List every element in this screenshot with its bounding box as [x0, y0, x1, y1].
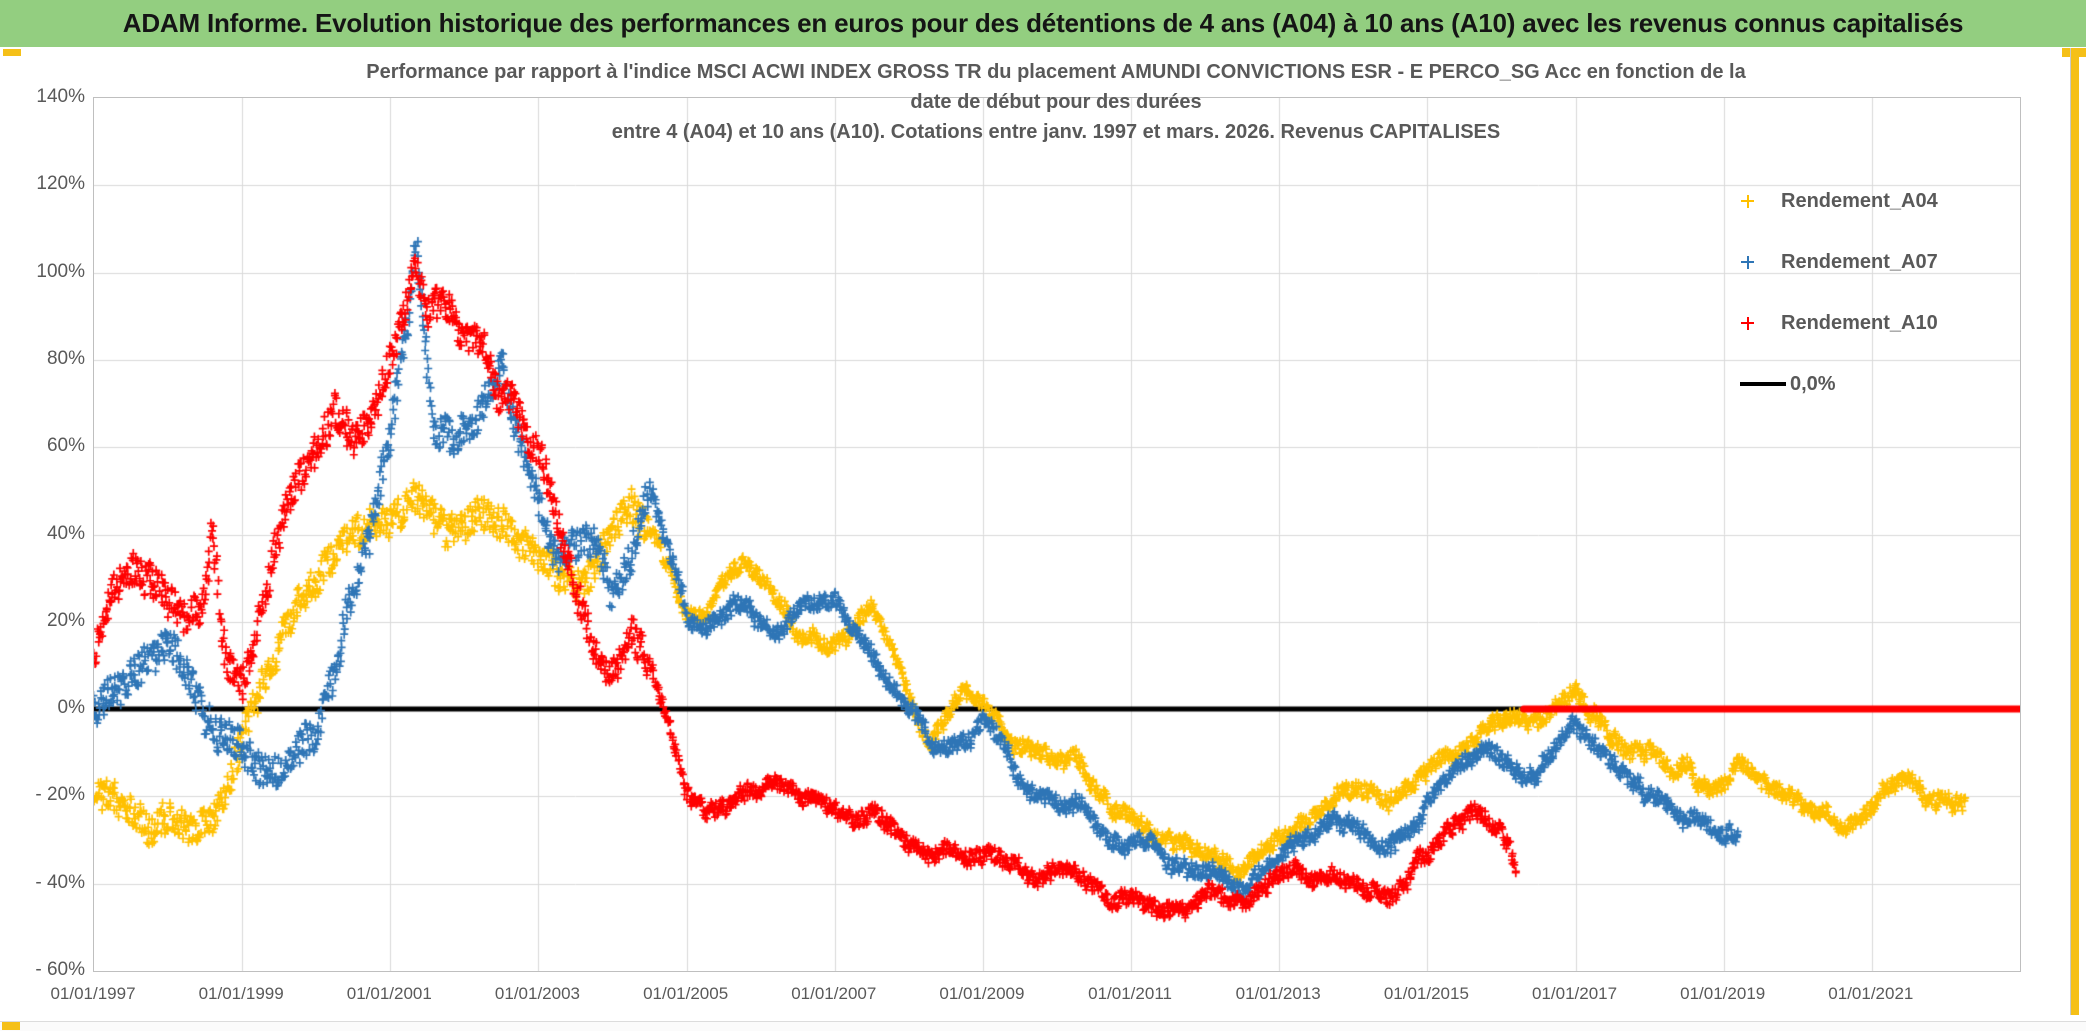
plus-marker-icon [1740, 255, 1755, 270]
gold-corner-topleft [3, 49, 21, 56]
y-axis-tick: 80% [46, 347, 85, 369]
x-axis-tick: 01/01/2017 [1531, 984, 1618, 1003]
chart-title-line-1: Performance par rapport à l'indice MSCI … [366, 61, 1746, 83]
legend-label: Rendement_A10 [1781, 311, 1938, 334]
x-axis-tick: 01/01/2011 [1088, 984, 1172, 1003]
chart-title: Performance par rapport à l'indice MSCI … [93, 57, 2019, 147]
y-axis-tick: 140% [36, 86, 85, 107]
x-axis-tick: 01/01/2009 [939, 984, 1025, 1003]
x-axis-tick: 01/01/2003 [494, 984, 580, 1003]
y-axis-tick: 0% [57, 697, 85, 719]
legend-label: 0,0% [1790, 372, 1836, 395]
x-axis-tick: 01/01/2001 [346, 984, 432, 1003]
chart-canvas[interactable] [94, 98, 2020, 971]
x-axis-tick: 01/01/2021 [1828, 984, 1914, 1003]
chart-title-line-2: date de début pour des durées [910, 91, 1202, 113]
legend-label: Rendement_A04 [1781, 189, 1938, 212]
y-axis-tick: - 60% [35, 959, 85, 980]
legend-item-rendement-a10[interactable]: Rendement_A10 [1740, 310, 1980, 336]
plus-marker-icon [1740, 194, 1755, 209]
x-axis-tick: 01/01/2013 [1235, 984, 1321, 1003]
legend-item-rendement-a04[interactable]: Rendement_A04 [1740, 188, 1980, 214]
x-axis-tick: 01/01/2019 [1680, 984, 1766, 1003]
gold-corner-bottomleft [2, 1022, 20, 1030]
y-axis-tick: 40% [46, 522, 85, 544]
gold-strip-right [2070, 48, 2079, 1015]
x-axis-tick: 01/01/1999 [198, 984, 284, 1003]
zero-line-icon [1740, 382, 1786, 386]
x-axis-tick: 01/01/2005 [643, 984, 729, 1003]
y-axis-tick: 120% [36, 173, 85, 195]
plus-marker-icon [1740, 316, 1755, 331]
y-axis-tick: - 40% [35, 871, 85, 893]
bottom-window-strip [0, 1021, 2086, 1031]
x-axis-tick: 01/01/1997 [50, 984, 136, 1003]
header-banner: ADAM Informe. Evolution historique des p… [0, 0, 2086, 47]
legend-item-zero-line[interactable]: 0,0% [1740, 371, 1980, 397]
y-axis-tick: 100% [36, 260, 85, 282]
legend: Rendement_A04 Rendement_A07 Rendement_A1… [1740, 188, 1980, 432]
chart-title-line-3: entre 4 (A04) et 10 ans (A10). Cotations… [611, 121, 1501, 143]
page-title: ADAM Informe. Evolution historique des p… [122, 8, 1964, 38]
x-axis-tick: 01/01/2007 [791, 984, 877, 1003]
y-axis-tick: - 20% [35, 784, 85, 806]
plot-area [93, 97, 2021, 972]
x-axis-tick: 01/01/2015 [1383, 984, 1469, 1003]
legend-item-rendement-a07[interactable]: Rendement_A07 [1740, 249, 1980, 275]
y-axis-tick: 20% [46, 609, 85, 631]
legend-label: Rendement_A07 [1781, 250, 1938, 273]
y-axis-tick: 60% [46, 435, 85, 457]
